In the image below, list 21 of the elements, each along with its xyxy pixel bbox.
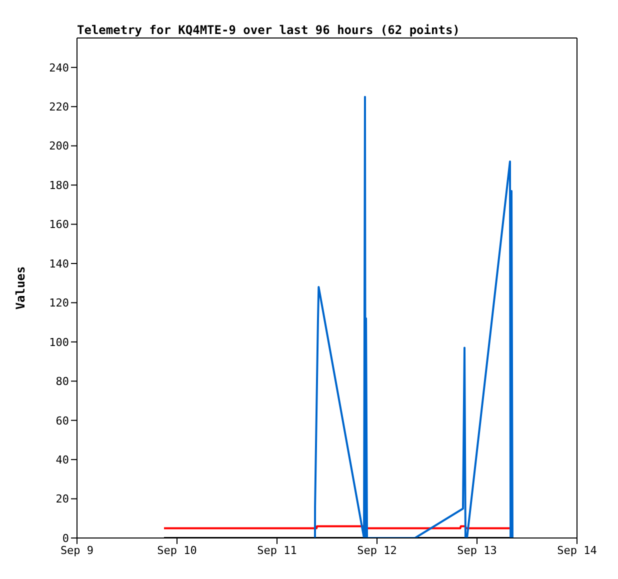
y-tick-label: 60 <box>56 414 69 428</box>
x-tick-label: Sep 14 <box>557 544 598 557</box>
y-tick-label: 180 <box>49 178 69 192</box>
x-tick-label: Sep 13 <box>457 544 497 557</box>
y-tick-label: 120 <box>49 296 69 310</box>
y-tick-label: 160 <box>49 218 69 232</box>
x-tick-label: Sep 10 <box>157 544 197 557</box>
y-tick-label: 240 <box>49 61 69 74</box>
chart-title: Telemetry for KQ4MTE-9 over last 96 hours (62 points) <box>77 23 460 37</box>
y-axis-title: Values <box>13 266 28 310</box>
y-tick-label: 0 <box>62 532 69 545</box>
y-tick-label: 40 <box>56 453 69 466</box>
y-tick-label: 140 <box>49 257 69 270</box>
y-tick-label: 100 <box>49 336 69 349</box>
y-tick-label: 20 <box>56 492 69 506</box>
x-tick-label: Sep 9 <box>60 544 94 557</box>
x-tick-label: Sep 12 <box>357 544 397 557</box>
y-tick-label: 220 <box>49 100 69 114</box>
y-tick-label: 200 <box>49 140 69 153</box>
x-tick-label: Sep 11 <box>257 544 297 557</box>
y-tick-label: 80 <box>56 375 69 388</box>
